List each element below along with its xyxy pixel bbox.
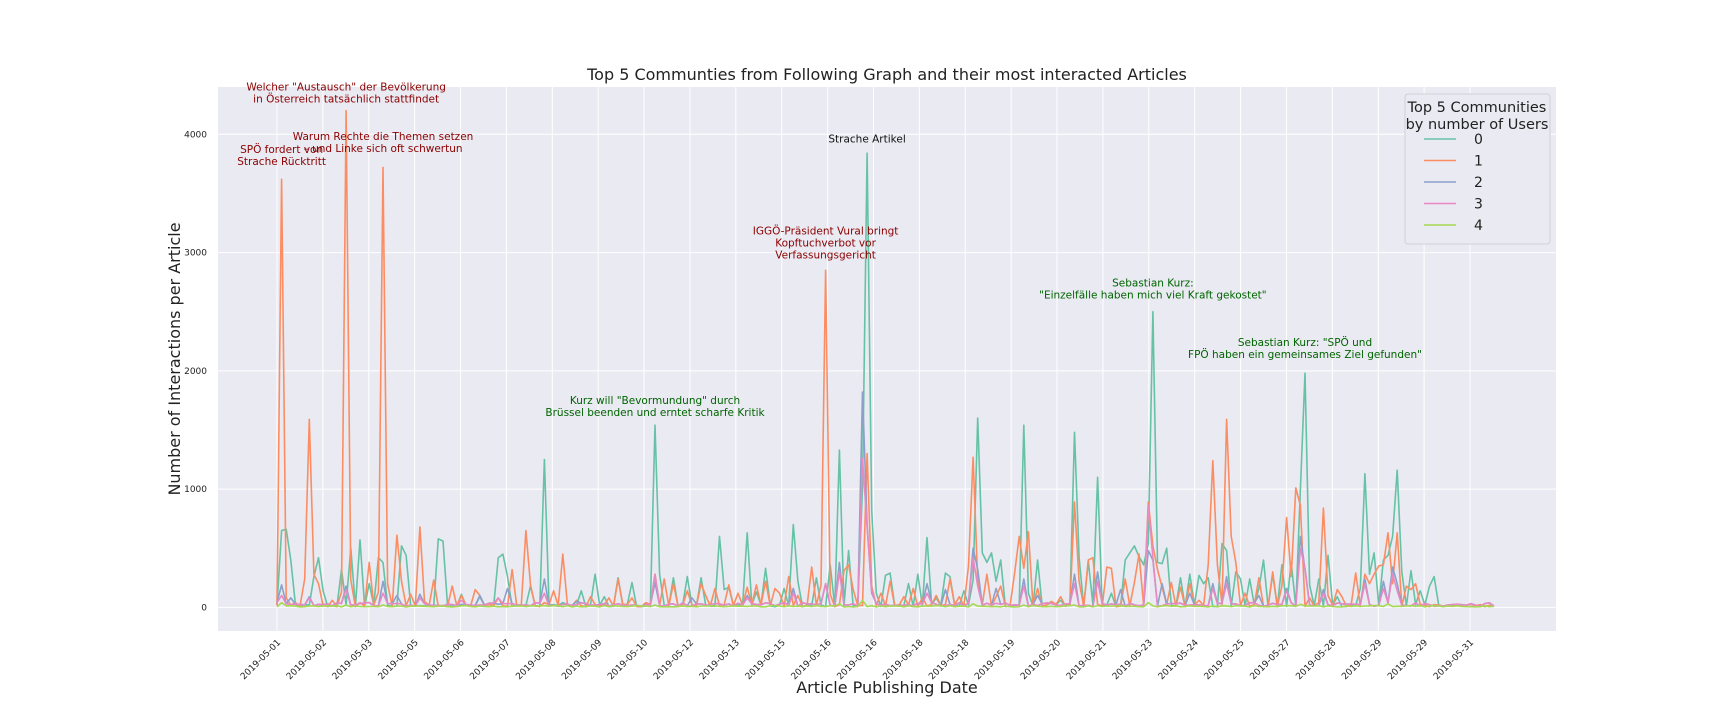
- annotation-2: Warum Rechte die Themen setzen – und Link…: [293, 131, 474, 155]
- legend-label-0: 0: [1474, 132, 1483, 148]
- legend-title: Top 5 Communities by number of Users: [1406, 100, 1549, 133]
- annotation-5: Kurz will "Bevormundung" durch Brüssel be…: [545, 395, 765, 419]
- y-tick-label: 2000: [184, 367, 207, 377]
- annotation-6: Sebastian Kurz: "Einzelfälle haben mich v…: [1039, 278, 1267, 302]
- series-line-4: [276, 599, 1495, 608]
- annotation-3: Strache Artikel: [828, 134, 905, 146]
- y-tick-label: 4000: [184, 130, 207, 140]
- x-gridlines: [276, 87, 1471, 631]
- legend-title-text: Top 5 Communities by number of Users: [1406, 100, 1549, 133]
- legend: Top 5 Communities by number of Users 0 1 2 3…: [1404, 93, 1551, 245]
- legend-items: 0 1 2 3 4: [1424, 132, 1483, 234]
- y-axis-title: Number of Interactions per Article: [165, 222, 184, 495]
- annotations: Welcher "Austausch" der Bevölkerung in Ös…: [237, 81, 1422, 418]
- y-tick-label: 1000: [184, 485, 207, 495]
- series-lines: [276, 109, 1495, 608]
- chart-title: Top 5 Communties from Following Graph an…: [586, 65, 1187, 84]
- y-tick-labels: 0 1000 2000 3000 4000: [184, 130, 207, 613]
- series-line-3: [276, 457, 1495, 608]
- annotation-4: IGGÖ-Präsident Vural bringt Kopftuchverbo…: [753, 224, 899, 261]
- legend-label-3: 3: [1474, 197, 1483, 213]
- legend-label-1: 1: [1474, 154, 1483, 170]
- y-tick-label: 3000: [184, 249, 207, 259]
- annotation-7: Sebastian Kurz: "SPÖ und FPÖ haben ein ge…: [1188, 336, 1422, 361]
- y-gridlines: [218, 133, 1556, 608]
- legend-label-2: 2: [1474, 175, 1483, 191]
- x-axis-title: Article Publishing Date: [796, 678, 978, 697]
- annotation-0: Welcher "Austausch" der Bevölkerung in Ös…: [246, 81, 446, 105]
- legend-box: [1404, 93, 1551, 245]
- legend-label-4: 4: [1474, 218, 1483, 234]
- annotation-1: SPÖ fordert von Strache Rücktritt: [237, 143, 326, 168]
- y-tick-label: 0: [201, 603, 207, 613]
